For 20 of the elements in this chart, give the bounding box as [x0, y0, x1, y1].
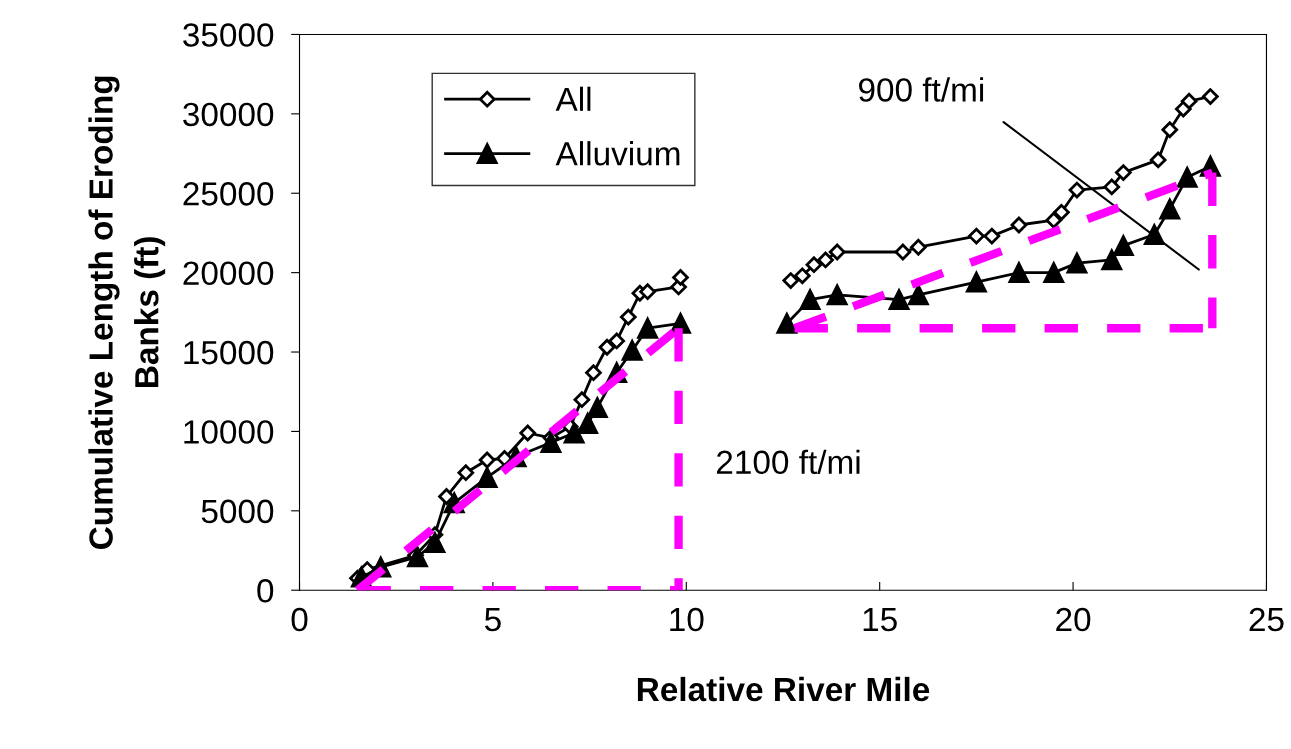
y-tick-label: 20000: [183, 261, 274, 286]
annotation: 2100 ft/mi: [716, 449, 860, 475]
x-tick-label: 25: [1249, 607, 1284, 632]
y-tick-label: 10000: [184, 420, 274, 444]
y-tick-label: 5000: [201, 499, 274, 524]
x-tick-label: 5: [484, 608, 501, 632]
y-axis-title: Cumulative Length of Eroding Banks (ft): [88, 76, 166, 549]
y-tick-label: 0: [257, 579, 274, 603]
x-axis-title: Relative River Mile: [637, 676, 930, 702]
x-tick-label: 10: [670, 607, 704, 632]
x-tick-label: 20: [1056, 607, 1091, 632]
annotation: 900 ft/mi: [859, 77, 984, 102]
y-tick-label: 30000: [183, 102, 274, 127]
x-tick-label: 0: [291, 607, 308, 632]
y-tick-label: 15000: [184, 340, 274, 365]
y-tick-label: 25000: [183, 182, 274, 206]
legend-label: All: [555, 86, 591, 111]
x-tick-label: 15: [863, 608, 897, 632]
legend-label: Alluvium: [555, 141, 680, 166]
y-tick-label: 35000: [183, 23, 274, 47]
